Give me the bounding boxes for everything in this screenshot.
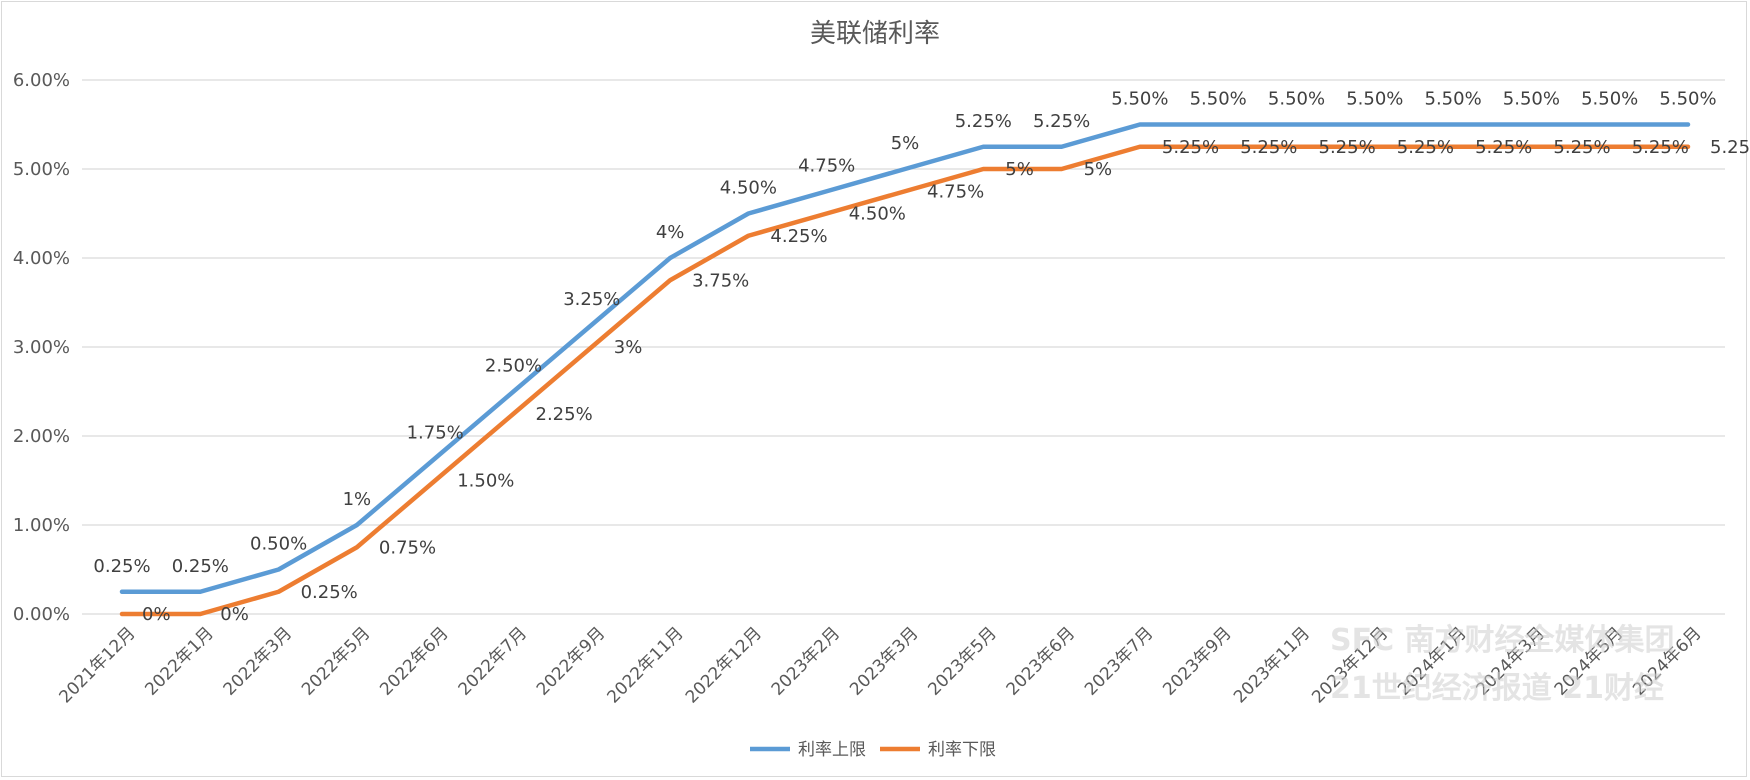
x-tick-label: 2023年7月 (1081, 623, 1157, 699)
x-tick-label: 2023年5月 (924, 623, 1000, 699)
data-label-upper: 5.50% (1503, 89, 1560, 110)
x-tick-label: 2022年6月 (376, 623, 452, 699)
x-tick-label: 2023年9月 (1159, 623, 1235, 699)
series-line-upper (119, 122, 1691, 594)
x-tick-label: 2022年3月 (220, 623, 296, 699)
x-tick-label: 2022年5月 (298, 623, 374, 699)
data-label-lower: 2.25% (536, 404, 593, 425)
data-label-upper: 5.50% (1659, 89, 1716, 110)
x-tick-label: 2022年1月 (141, 623, 217, 699)
y-axis-ticks: 0.00% 1.00% 2.00% 3.00% 4.00% 5.00% 6.00% (13, 70, 70, 625)
data-label-upper: 1% (343, 489, 372, 510)
data-label-lower: 5.25% (1397, 137, 1454, 158)
data-label-lower: 0.75% (379, 537, 436, 558)
data-label-lower: 4.25% (770, 226, 827, 247)
data-label-lower: 1.50% (457, 471, 514, 492)
data-label-upper: 5% (891, 133, 920, 154)
data-label-lower: 0% (220, 604, 249, 625)
data-label-lower: 4.50% (849, 204, 906, 225)
y-tick-label: 6.00% (13, 70, 70, 91)
watermark: SFC 南方财经全媒体集团 21世纪经济报道 21财经 (1330, 623, 1675, 706)
data-label-lower: 5.25% (1553, 137, 1610, 158)
y-tick-label: 3.00% (13, 337, 70, 358)
x-tick-label: 2023年2月 (768, 623, 844, 699)
x-tick-label: 2023年3月 (846, 623, 922, 699)
data-label-lower: 3.75% (692, 270, 749, 291)
watermark-line-1: SFC 南方财经全媒体集团 (1330, 623, 1675, 658)
data-label-upper: 4.50% (720, 178, 777, 199)
data-label-upper: 3.25% (563, 289, 620, 310)
gridlines (82, 79, 1725, 615)
data-label-lower: 5% (1005, 159, 1034, 180)
x-tick-label: 2022年11月 (604, 623, 688, 707)
data-label-lower: 5.25% (1162, 137, 1219, 158)
x-tick-label: 2023年11月 (1230, 623, 1314, 707)
data-label-upper: 5.50% (1268, 89, 1325, 110)
data-label-upper: 5.50% (1346, 89, 1403, 110)
data-label-lower: 0.25% (301, 582, 358, 603)
series-lines (119, 122, 1691, 617)
y-tick-label: 5.00% (13, 159, 70, 180)
data-label-upper: 5.50% (1111, 89, 1168, 110)
data-label-upper: 1.75% (407, 422, 464, 443)
data-labels: 0.25% 0.25% 0.50% 1% 1.75% 2.50% 3.25% 4% 4.50% 4… (93, 89, 1750, 626)
data-label-lower: 5.25% (1240, 137, 1297, 158)
x-tick-label: 2022年12月 (682, 623, 766, 707)
y-tick-label: 2.00% (13, 426, 70, 447)
data-label-lower: 3% (614, 337, 643, 358)
x-tick-label: 2023年6月 (1003, 623, 1079, 699)
data-label-lower: 0% (142, 604, 171, 625)
series-line-lower (119, 144, 1691, 617)
data-label-lower: 5.25% (1710, 137, 1750, 158)
data-label-upper: 0.25% (93, 556, 150, 577)
data-label-upper: 5.25% (1033, 111, 1090, 132)
y-tick-label: 1.00% (13, 515, 70, 536)
chart-title: 美联储利率 (810, 19, 940, 49)
data-label-lower: 5.25% (1632, 137, 1689, 158)
data-label-upper: 5.50% (1190, 89, 1247, 110)
legend: 利率上限 利率下限 (750, 740, 996, 760)
data-label-upper: 5.50% (1581, 89, 1638, 110)
data-label-upper: 4% (656, 222, 685, 243)
data-label-lower: 4.75% (927, 181, 984, 202)
legend-label-lower: 利率下限 (928, 740, 996, 760)
data-label-upper: 4.75% (798, 155, 855, 176)
x-tick-label: 2022年9月 (533, 623, 609, 699)
watermark-line-2: 21世纪经济报道 21财经 (1330, 671, 1664, 706)
data-label-upper: 5.25% (955, 111, 1012, 132)
y-tick-label: 4.00% (13, 248, 70, 269)
data-label-lower: 5.25% (1475, 137, 1532, 158)
legend-label-upper: 利率上限 (798, 740, 866, 760)
data-label-lower: 5% (1084, 159, 1113, 180)
x-tick-label: 2021年12月 (55, 623, 139, 707)
data-label-upper: 5.50% (1425, 89, 1482, 110)
data-label-lower: 5.25% (1319, 137, 1376, 158)
data-label-upper: 0.50% (250, 534, 307, 555)
y-tick-label: 0.00% (13, 604, 70, 625)
data-label-upper: 0.25% (172, 556, 229, 577)
x-tick-label: 2022年7月 (455, 623, 531, 699)
data-label-upper: 2.50% (485, 356, 542, 377)
